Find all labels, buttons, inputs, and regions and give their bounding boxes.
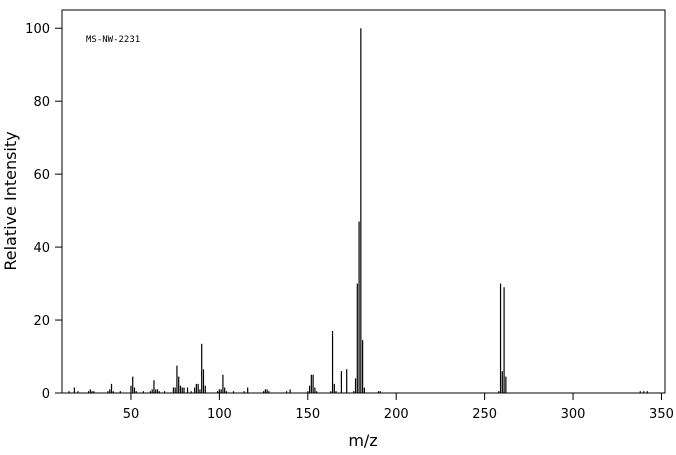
- y-axis-label: Relative Intensity: [1, 131, 20, 270]
- x-axis-label: m/z: [348, 431, 377, 450]
- x-tick-label: 200: [384, 407, 409, 422]
- y-tick-label: 60: [33, 168, 50, 183]
- y-tick-label: 80: [33, 95, 50, 110]
- y-tick-label: 100: [25, 22, 50, 37]
- x-tick-label: 300: [561, 407, 586, 422]
- x-tick-label: 100: [207, 407, 232, 422]
- x-tick-label: 150: [295, 407, 320, 422]
- plot-frame: [61, 9, 666, 394]
- annotation: MS-NW-2231: [86, 35, 140, 45]
- x-tick-label: 350: [649, 407, 674, 422]
- y-tick-label: 40: [33, 241, 50, 256]
- x-tick-label: 50: [123, 407, 140, 422]
- x-tick-label: 250: [472, 407, 497, 422]
- y-tick-label: 20: [33, 314, 50, 329]
- y-tick-label: 0: [42, 387, 50, 402]
